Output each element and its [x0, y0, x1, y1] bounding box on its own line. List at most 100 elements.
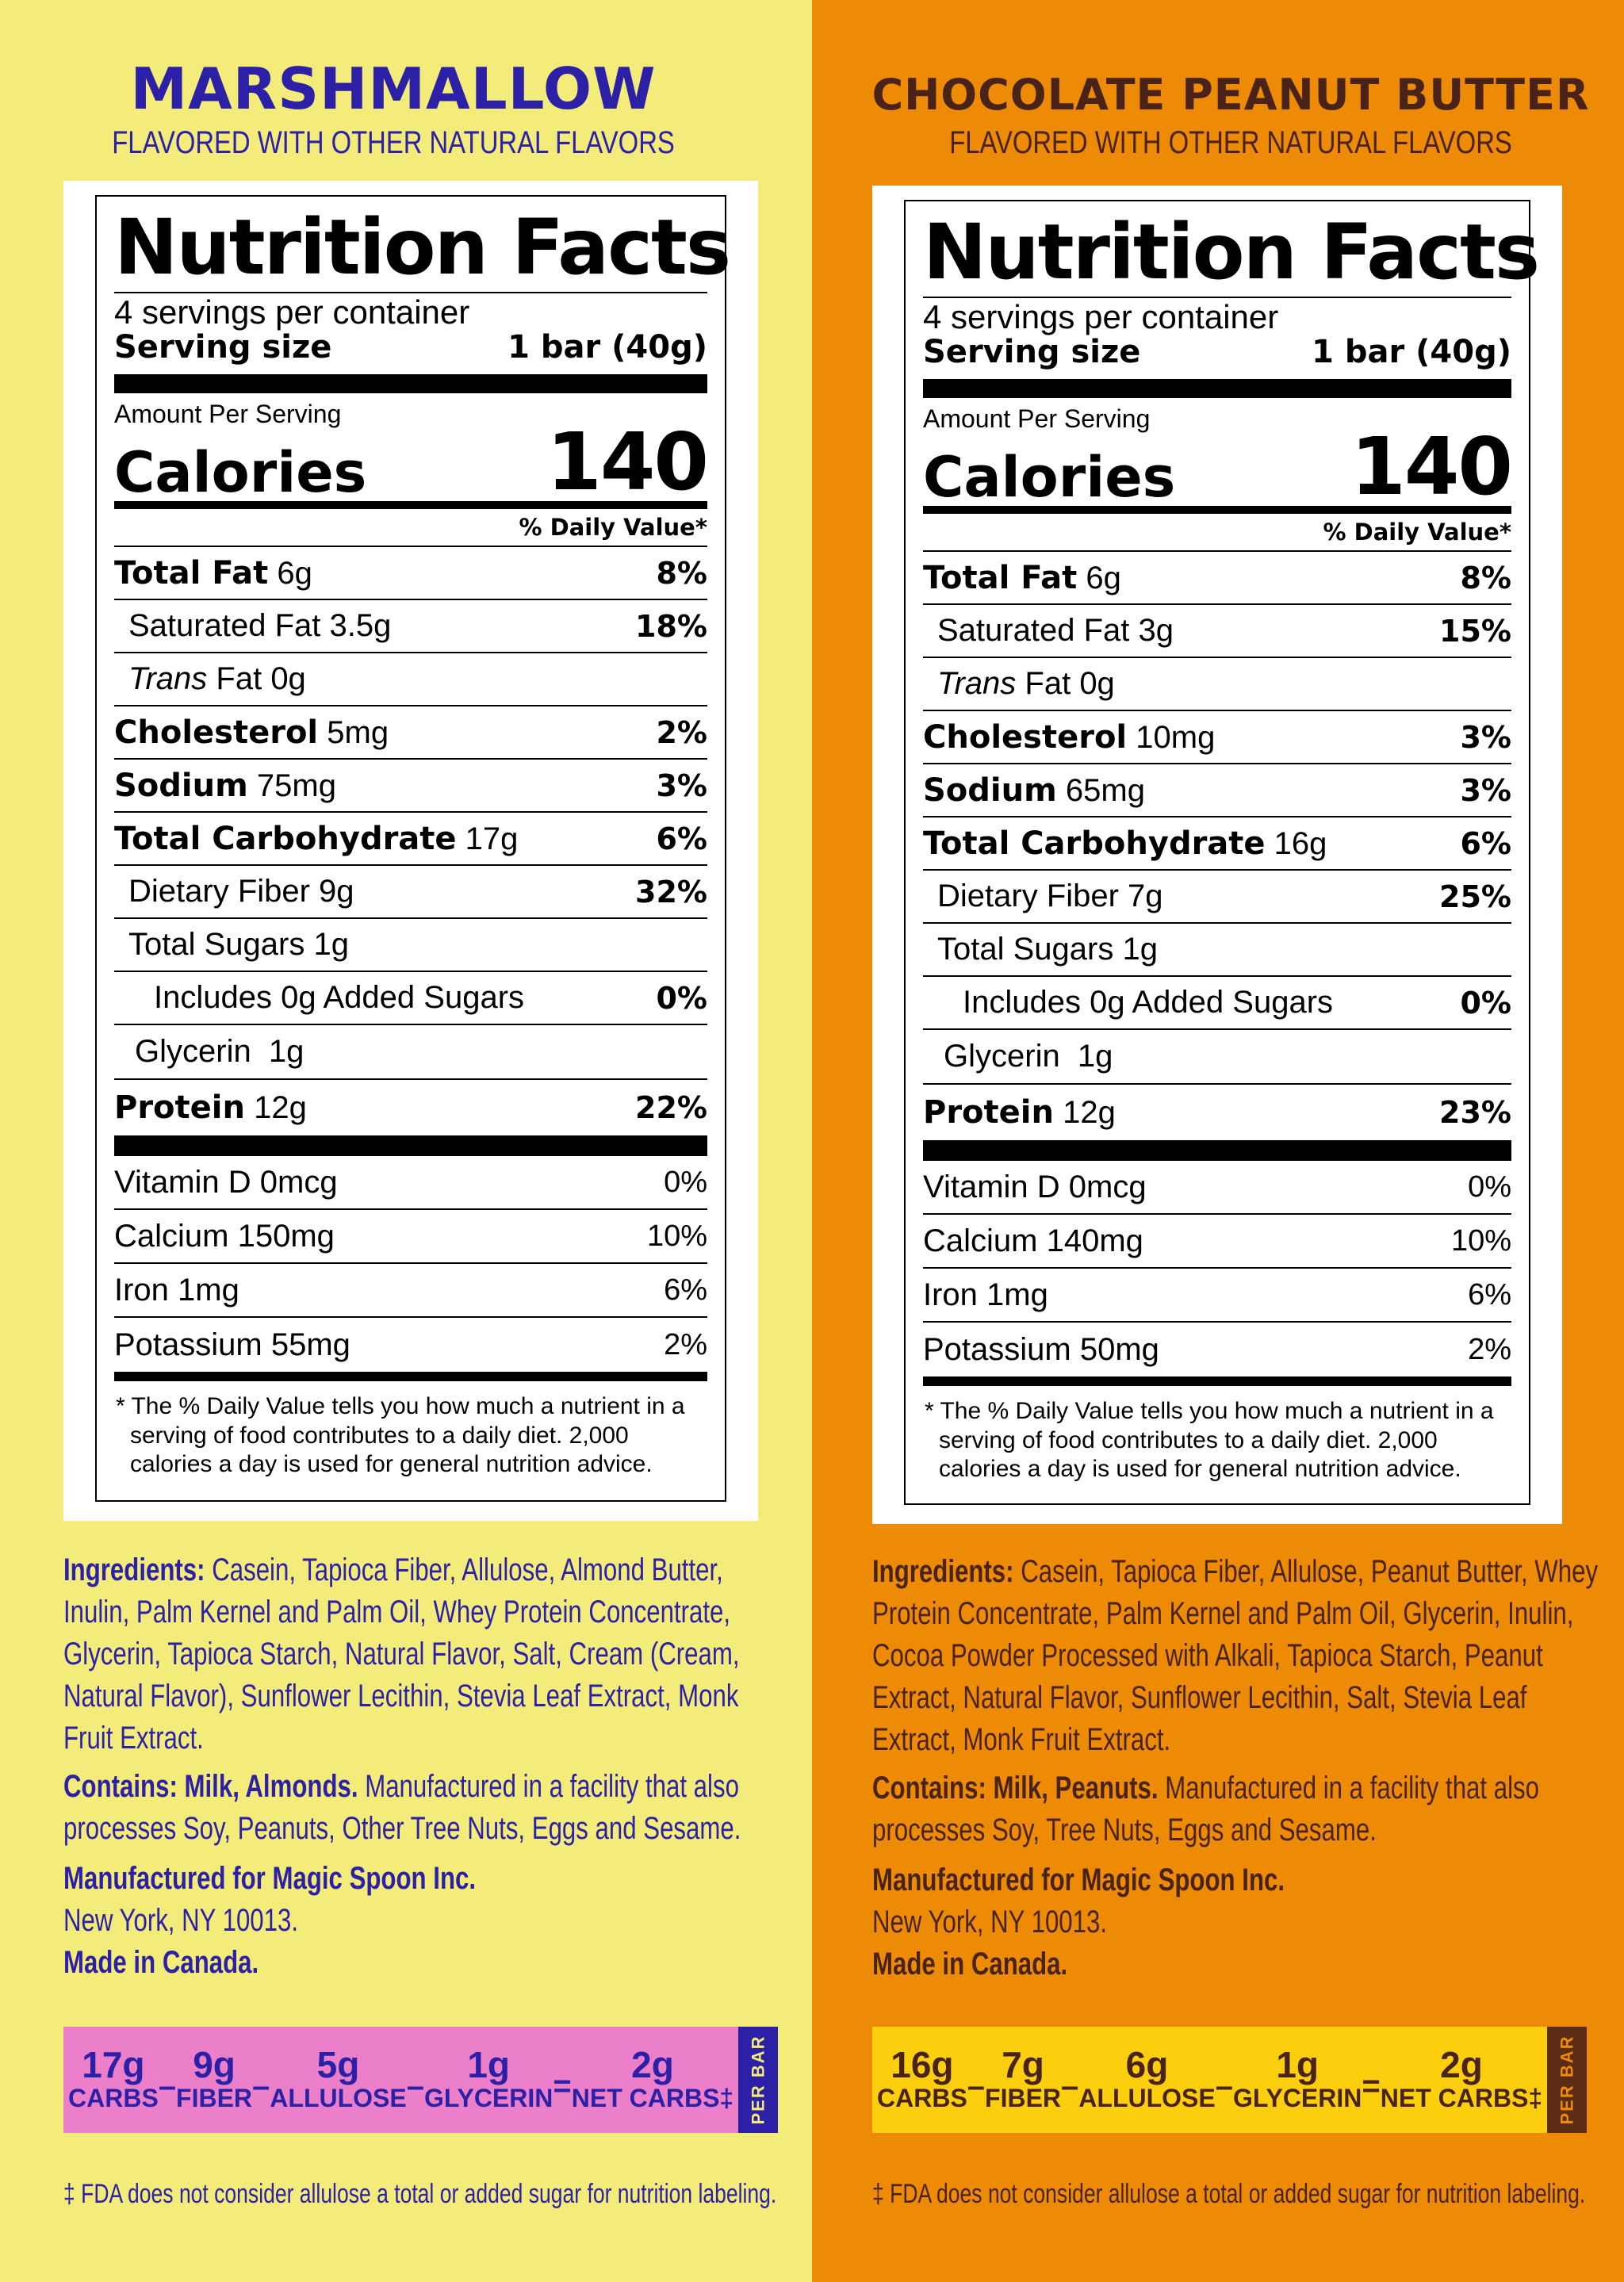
daily-value-footnote: * The % Daily Value tells you how much a… [116, 1393, 685, 1478]
nutrient-label: Cholesterol [923, 718, 1128, 756]
glycerin-label: GLYCERIN [1232, 2083, 1362, 2112]
nutrient-percent: 25% [1439, 879, 1511, 914]
allulose-label: ALLULOSE [1078, 2083, 1216, 2112]
nutrient-percent: 2% [1468, 1332, 1511, 1366]
nutrition-panel: Nutrition Facts 4 servings per container… [63, 181, 758, 1521]
daily-value-footnote: * The % Daily Value tells you how much a… [925, 1398, 1494, 1483]
trans-fat-row: Trans Fat 0g [923, 658, 1511, 712]
nutrient-percent: 6% [664, 1273, 707, 1307]
calories-row: Calories 140 [114, 423, 709, 506]
allergen-text: Manufactured in a facility that also pro… [63, 1769, 741, 1846]
divider-medium [923, 1376, 1511, 1387]
nutrient-percent: 3% [656, 768, 707, 803]
ingredients-label: Ingredients: [63, 1553, 205, 1587]
saturated-fat-row: Saturated Fat 3.5g 18% [114, 600, 707, 654]
nutrient-percent: 8% [656, 555, 707, 591]
nutrient-amount: 6g [277, 555, 312, 591]
divider-medium [114, 1372, 707, 1382]
nutrient-percent: 0% [1468, 1170, 1511, 1204]
glycerin-row: Glycerin 1g [114, 1025, 707, 1078]
flavor-subtitle: FLAVORED WITH OTHER NATURAL FLAVORS [112, 125, 675, 160]
allergen-text: Manufactured in a facility that also pro… [872, 1771, 1539, 1847]
net-carbs-bar: 16g CARBS – 7g FIBER – 6g ALLULOSE – 1g GLYC… [872, 2027, 1588, 2133]
nutrient-label: Vitamin D 0mcg [923, 1169, 1147, 1204]
net-carbs-label: NET CARBS‡ [1380, 2083, 1543, 2112]
nutrient-label: Calcium 150mg [114, 1218, 335, 1254]
fiber-label: FIBER [985, 2083, 1062, 2112]
nutrient-label: Total Fat [114, 554, 269, 592]
calcium-row: Calcium 140mg 10% [923, 1215, 1511, 1269]
minus-sign: – [406, 2068, 424, 2104]
net-carbs-value: 2g [1440, 2043, 1483, 2085]
nutrient-label: Protein [923, 1094, 1054, 1131]
divider [923, 297, 1511, 298]
nutrient-label: Total Sugars 1g [937, 932, 1158, 967]
nutrient-amount: 12g [254, 1090, 307, 1126]
glycerin-label: GLYCERIN [423, 2083, 553, 2112]
minus-sign: – [252, 2068, 270, 2104]
marshmallow-column: MARSHMALLOW FLAVORED WITH OTHER NATURAL … [0, 0, 812, 2282]
nutrient-percent: 6% [1460, 825, 1511, 861]
manufacturer-address: New York, NY 10013. [63, 1903, 299, 1938]
allulose-item: 6g ALLULOSE [1078, 2047, 1215, 2113]
net-carbs-label: NET CARBS‡ [571, 2083, 734, 2112]
potassium-row: Potassium 50mg 2% [923, 1323, 1511, 1376]
nutrient-percent: 0% [664, 1165, 707, 1199]
nutrient-amount: 16g [1274, 825, 1327, 861]
nutrient-amount: 65mg [1065, 772, 1145, 808]
calories-label: Calories [923, 445, 1176, 511]
flavor-title: CHOCOLATE PEANUT BUTTER [871, 70, 1590, 120]
nutrition-facts-label: Nutrition Facts 4 servings per container… [904, 200, 1540, 1505]
ingredients-text: Casein, Tapioca Fiber, Allulose, Peanut … [872, 1554, 1599, 1757]
serving-size-row: Serving size 1 bar (40g) [114, 330, 707, 365]
fiber-item: 7g FIBER [985, 2047, 1061, 2113]
calories-label: Calories [114, 440, 367, 506]
fda-note: ‡ FDA does not consider allulose a total… [872, 2179, 1586, 2209]
allulose-value: 5g [316, 2043, 360, 2085]
carbs-value: 16g [891, 2043, 954, 2085]
nutrient-amount: 17g [465, 821, 519, 856]
divider-medium [923, 506, 1511, 515]
manufacturer-info: Manufactured for Magic Spoon Inc. New Yo… [63, 1858, 793, 1984]
nutrient-percent: 3% [1460, 719, 1511, 755]
net-carbs-value: 2g [631, 2043, 674, 2085]
dietary-fiber-row: Dietary Fiber 9g 32% [114, 866, 707, 920]
allulose-item: 5g ALLULOSE [270, 2047, 406, 2113]
manufacturer-address: New York, NY 10013. [872, 1905, 1108, 1939]
divider-medium [114, 501, 707, 510]
nutrient-percent: 3% [1460, 772, 1511, 808]
daily-value-header: % Daily Value* [114, 509, 707, 548]
added-sugars-row: Includes 0g Added Sugars 0% [114, 972, 707, 1026]
nutrient-percent: 18% [635, 608, 707, 644]
dietary-fiber-row: Dietary Fiber 7g 25% [923, 871, 1511, 925]
nutrient-label-italic: Trans [937, 666, 1017, 702]
iron-row: Iron 1mg 6% [114, 1264, 707, 1319]
divider-thick [114, 374, 707, 394]
serving-size-label: Serving size [114, 329, 332, 366]
nutrient-label: Dietary Fiber 9g [128, 874, 354, 909]
carbs-item: 16g CARBS [877, 2047, 967, 2113]
fiber-label: FIBER [176, 2083, 253, 2112]
carbs-label: CARBS [68, 2083, 159, 2112]
origin-line: Made in Canada. [63, 1945, 259, 1980]
nutrient-label: Glycerin 1g [135, 1034, 304, 1070]
nutrient-amount: 12g [1063, 1095, 1116, 1131]
saturated-fat-row: Saturated Fat 3g 15% [923, 605, 1511, 659]
nutrient-label: Sodium [114, 767, 248, 804]
ingredients-text: Casein, Tapioca Fiber, Allulose, Almond … [63, 1553, 740, 1756]
net-carbs-item: 2g NET CARBS‡ [572, 2047, 733, 2113]
per-bar-tag: PER BAR [1547, 2027, 1588, 2133]
total-carbohydrate-row: Total Carbohydrate 16g 6% [923, 817, 1511, 871]
glycerin-item: 1g GLYCERIN [424, 2047, 553, 2113]
added-sugars-row: Includes 0g Added Sugars 0% [923, 977, 1511, 1031]
manufacturer-line: Manufactured for Magic Spoon Inc. [872, 1863, 1285, 1897]
manufacturer-info: Manufactured for Magic Spoon Inc. New Yo… [872, 1859, 1602, 1985]
nutrient-label: Calcium 140mg [923, 1223, 1143, 1258]
total-fat-row: Total Fat 6g 8% [923, 552, 1511, 606]
nutrient-label: Total Carbohydrate [114, 820, 457, 857]
nutrient-percent: 10% [1450, 1223, 1511, 1258]
nutrient-label: Dietary Fiber 7g [937, 879, 1163, 914]
vitamin-d-row: Vitamin D 0mcg 0% [114, 1156, 707, 1211]
nutrient-label: Cholesterol [114, 714, 319, 751]
manufacturer-line: Manufactured for Magic Spoon Inc. [63, 1861, 477, 1896]
